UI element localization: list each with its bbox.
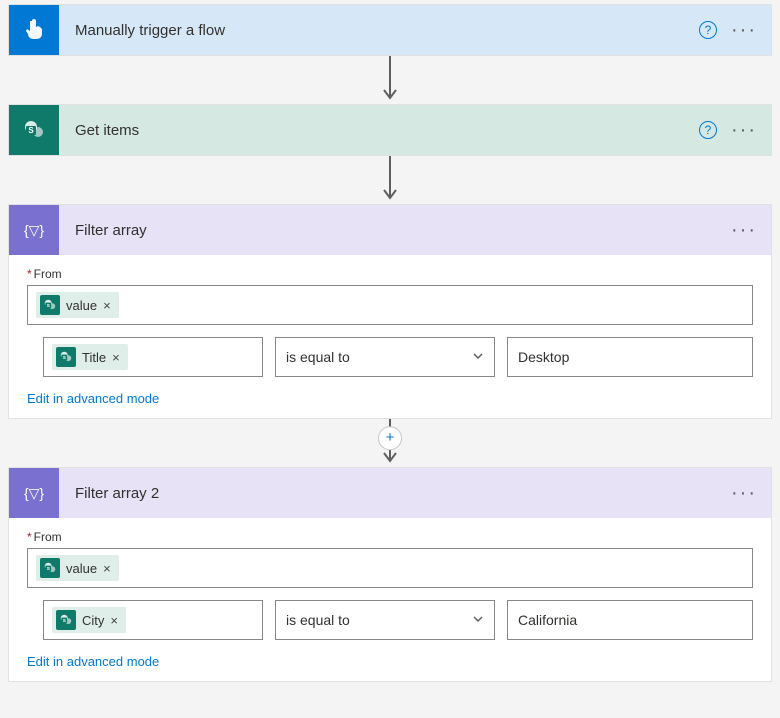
svg-text:S: S — [47, 566, 50, 571]
remove-token-icon[interactable]: × — [103, 298, 111, 313]
svg-text:{▽}: {▽} — [24, 485, 44, 501]
from-label: *From — [27, 267, 753, 281]
svg-text:S: S — [63, 618, 66, 623]
svg-text:S: S — [47, 303, 50, 308]
get-items-card[interactable]: S Get items ? ··· — [8, 104, 772, 156]
remove-token-icon[interactable]: × — [110, 613, 118, 628]
flow-canvas: Manually trigger a flow ? ··· S Get item… — [0, 0, 780, 694]
from-token-label: value — [66, 561, 97, 576]
from-input[interactable]: S value × — [27, 285, 753, 325]
advanced-mode-link[interactable]: Edit in advanced mode — [27, 654, 159, 669]
condition-right-input[interactable]: California — [507, 600, 753, 640]
from-input[interactable]: S value × — [27, 548, 753, 588]
help-icon[interactable]: ? — [699, 121, 717, 139]
sharepoint-token-icon: S — [40, 295, 60, 315]
chevron-down-icon — [472, 612, 484, 628]
more-icon[interactable]: ··· — [731, 487, 757, 499]
filter-array-2-title: Filter array 2 — [59, 485, 731, 502]
condition-right-value: Desktop — [518, 349, 569, 365]
left-token: S Title × — [52, 344, 128, 370]
connector-arrow — [8, 156, 772, 204]
sharepoint-icon: S — [9, 105, 59, 155]
from-label: *From — [27, 530, 753, 544]
operator-select[interactable]: is equal to — [275, 337, 495, 377]
operator-select[interactable]: is equal to — [275, 600, 495, 640]
chevron-down-icon — [472, 349, 484, 365]
filter-condition-row: S City × is equal to California — [27, 600, 753, 640]
trigger-title: Manually trigger a flow — [59, 22, 699, 39]
filter-icon: {▽} — [9, 205, 59, 255]
condition-left-input[interactable]: S Title × — [43, 337, 263, 377]
left-token-label: Title — [82, 350, 106, 365]
get-items-header[interactable]: S Get items ? ··· — [9, 105, 771, 155]
trigger-card[interactable]: Manually trigger a flow ? ··· — [8, 4, 772, 56]
filter-array-1-header[interactable]: {▽} Filter array ··· — [9, 205, 771, 255]
sharepoint-token-icon: S — [40, 558, 60, 578]
help-icon[interactable]: ? — [699, 21, 717, 39]
more-icon[interactable]: ··· — [731, 24, 757, 36]
manual-trigger-icon — [9, 5, 59, 55]
filter-icon: {▽} — [9, 468, 59, 518]
more-icon[interactable]: ··· — [731, 124, 757, 136]
svg-text:{▽}: {▽} — [24, 222, 44, 238]
condition-left-input[interactable]: S City × — [43, 600, 263, 640]
more-icon[interactable]: ··· — [731, 224, 757, 236]
filter-array-2-body: *From S value × S City — [9, 518, 771, 681]
connector-arrow — [8, 56, 772, 104]
svg-text:S: S — [28, 126, 34, 135]
sharepoint-token-icon: S — [56, 347, 76, 367]
left-token: S City × — [52, 607, 126, 633]
left-token-label: City — [82, 613, 104, 628]
filter-array-1-title: Filter array — [59, 222, 731, 239]
remove-token-icon[interactable]: × — [112, 350, 120, 365]
from-token: S value × — [36, 292, 119, 318]
condition-right-value: California — [518, 612, 577, 628]
advanced-mode-link[interactable]: Edit in advanced mode — [27, 391, 159, 406]
from-token: S value × — [36, 555, 119, 581]
connector-arrow: + — [8, 419, 772, 467]
operator-value: is equal to — [286, 349, 350, 365]
trigger-header[interactable]: Manually trigger a flow ? ··· — [9, 5, 771, 55]
add-step-button[interactable]: + — [378, 426, 402, 450]
filter-array-1-body: *From S value × S Title — [9, 255, 771, 418]
filter-array-2-header[interactable]: {▽} Filter array 2 ··· — [9, 468, 771, 518]
condition-right-input[interactable]: Desktop — [507, 337, 753, 377]
remove-token-icon[interactable]: × — [103, 561, 111, 576]
svg-text:S: S — [63, 355, 66, 360]
sharepoint-token-icon: S — [56, 610, 76, 630]
filter-array-1-card: {▽} Filter array ··· *From S value × — [8, 204, 772, 419]
from-token-label: value — [66, 298, 97, 313]
operator-value: is equal to — [286, 612, 350, 628]
filter-condition-row: S Title × is equal to Desktop — [27, 337, 753, 377]
filter-array-2-card: {▽} Filter array 2 ··· *From S value × — [8, 467, 772, 682]
get-items-title: Get items — [59, 122, 699, 139]
